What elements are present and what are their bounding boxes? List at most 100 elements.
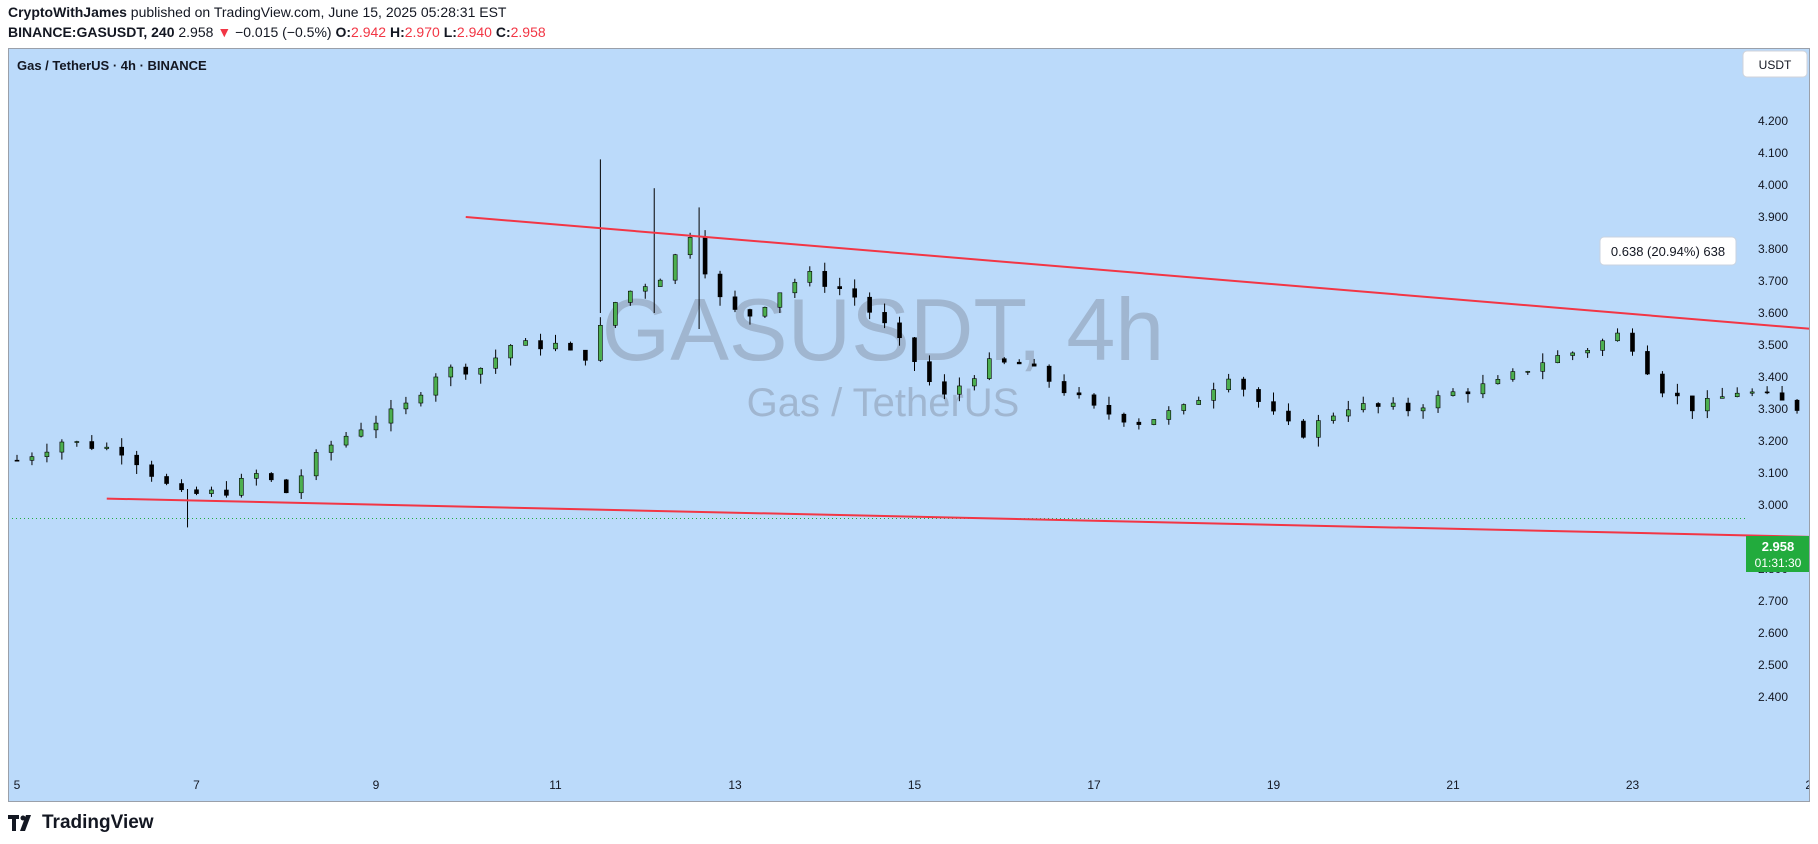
candle-down: [583, 349, 588, 361]
candle-up: [29, 456, 35, 461]
publish-info: CryptoWithJames published on TradingView…: [8, 4, 506, 20]
candle-up: [1181, 404, 1187, 411]
y-tick-label: 4.000: [1758, 178, 1788, 192]
candle-up: [1570, 352, 1575, 356]
candle-up: [478, 367, 484, 375]
currency-label: USDT: [1759, 58, 1792, 72]
candle-down: [882, 312, 887, 324]
price-chart[interactable]: GASUSDT, 4h Gas / TetherUS 4.200 4.100 4.0…: [8, 48, 1810, 802]
tradingview-logo-icon: [8, 815, 31, 831]
candles: [14, 159, 1810, 528]
candle-up: [1510, 371, 1516, 380]
countdown-timer: 01:31:30: [1755, 556, 1802, 570]
brand-name: TradingView: [42, 812, 154, 833]
y-tick-label: 3.000: [1758, 498, 1788, 512]
close-label: C:: [495, 24, 511, 40]
candle-up: [687, 237, 693, 256]
y-tick-label: 3.900: [1758, 210, 1788, 224]
footer-logo[interactable]: TradingView: [8, 812, 154, 834]
candle-down: [1241, 378, 1246, 390]
candle-down: [14, 459, 20, 462]
candle-up: [358, 429, 364, 437]
candle-up: [254, 473, 259, 479]
candle-up: [1345, 409, 1351, 417]
candle-up: [807, 271, 813, 283]
candle-up: [1331, 415, 1336, 421]
candle-up: [343, 435, 349, 446]
candle-down: [942, 381, 947, 395]
x-tick-label: 9: [373, 778, 380, 792]
x-tick-label: 7: [193, 778, 200, 792]
candle-up: [1390, 402, 1396, 407]
x-tick-label: 25: [1805, 778, 1810, 792]
candle-up: [1316, 420, 1321, 438]
candle-up: [1435, 395, 1441, 409]
candle-up: [209, 489, 214, 494]
y-tick-label: 3.800: [1758, 242, 1788, 256]
currency-button[interactable]: USDT: [1742, 50, 1808, 78]
candle-up: [1151, 419, 1157, 425]
open-value: 2.942: [351, 24, 387, 40]
published-text: published on TradingView.com, June 15, 2…: [130, 4, 507, 20]
high-value: 2.970: [404, 24, 440, 40]
candle-up: [493, 357, 498, 369]
time-axis[interactable]: 57911131517192123252729Jun35791113151719…: [14, 778, 1810, 792]
support-trendline: [106, 497, 1810, 538]
candle-down: [1675, 392, 1680, 397]
author-name[interactable]: CryptoWithJames: [8, 4, 127, 20]
candle-up: [777, 292, 783, 308]
candle-up: [388, 408, 394, 424]
candle-down: [1121, 413, 1127, 423]
candle-down: [1630, 332, 1635, 352]
open-label: O:: [335, 24, 352, 40]
candle-down: [538, 340, 543, 350]
candle-up: [74, 441, 80, 443]
x-tick-label: 5: [14, 778, 21, 792]
candle-up: [1420, 407, 1426, 412]
candle-up: [1704, 398, 1710, 412]
candle-down: [912, 337, 917, 362]
resistance-trendline: [465, 216, 1810, 330]
candle-down: [1076, 392, 1082, 396]
candle-up: [1480, 383, 1486, 395]
candle-down: [747, 309, 753, 317]
price-tag: 2.958 01:31:30: [1746, 536, 1810, 572]
x-tick-label: 13: [728, 778, 742, 792]
candle-down: [1465, 391, 1471, 395]
y-tick-label: 3.600: [1758, 306, 1788, 320]
candle-up: [762, 306, 768, 317]
candle-up: [672, 254, 678, 281]
candle-up: [1585, 350, 1590, 354]
price-change: −0.015 (−0.5%): [235, 24, 332, 40]
y-tick-label: 3.100: [1758, 466, 1788, 480]
candle-up: [433, 376, 439, 396]
candle-up: [298, 475, 304, 494]
candle-up: [508, 345, 513, 359]
y-tick-label: 4.200: [1758, 114, 1788, 128]
y-tick-label: 3.200: [1758, 434, 1788, 448]
candle-up: [1555, 355, 1561, 364]
x-tick-label: 17: [1087, 778, 1101, 792]
candle-down: [927, 361, 932, 383]
y-tick-label: 2.400: [1758, 690, 1788, 704]
candle-down: [1690, 395, 1695, 412]
y-tick-label: 4.100: [1758, 146, 1788, 160]
candle-down: [1301, 420, 1306, 438]
watermark-symbol: GASUSDT, 4h: [602, 280, 1164, 379]
candle-up: [104, 446, 110, 449]
y-tick-label: 3.400: [1758, 370, 1788, 384]
high-label: H:: [389, 24, 405, 40]
candle-down: [1031, 363, 1037, 367]
candle-up: [328, 444, 334, 453]
candle-down: [852, 288, 857, 298]
price-axis[interactable]: 4.200 4.100 4.000 3.900 3.800 3.700 3.600 3.500…: [1758, 114, 1788, 704]
measure-tooltip: 0.638 (20.94%) 638: [1599, 236, 1737, 266]
candle-down: [897, 322, 902, 339]
candle-down: [1256, 389, 1261, 402]
price-tag-value: 2.958: [1762, 539, 1795, 554]
candle-up: [1211, 389, 1216, 401]
candle-down: [1375, 403, 1381, 407]
candle-up: [1749, 391, 1755, 394]
candle-down: [224, 489, 229, 496]
candle-up: [1734, 392, 1740, 397]
